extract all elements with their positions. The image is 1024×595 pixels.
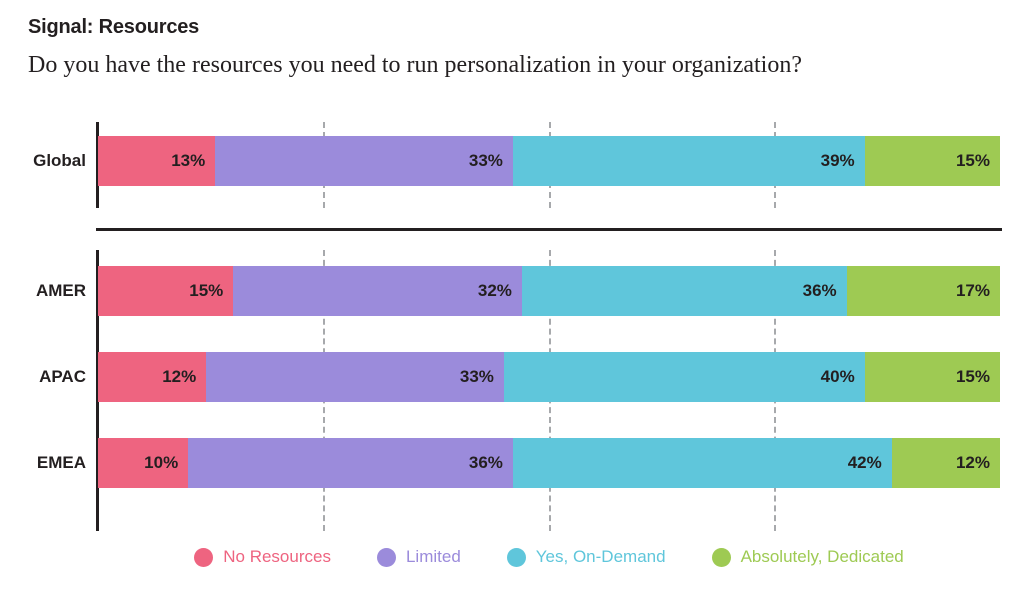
segment-value-label: 39% [820, 151, 855, 170]
bar-segment[interactable]: 39% [512, 136, 865, 186]
bar-row: AMER 15% 32% 36% 17% [0, 266, 1024, 316]
row-label-global: Global [33, 151, 86, 170]
bar-row: EMEA 10% 36% 42% 12% [0, 438, 1024, 488]
bar-segment[interactable]: 15% [864, 136, 1000, 186]
page-title: Signal: Resources [28, 16, 200, 38]
bar-row: APAC 12% 33% 40% 15% [0, 352, 1024, 402]
segment-value-label: 42% [847, 453, 882, 472]
legend-label: Limited [405, 547, 461, 566]
bar-segment[interactable]: 36% [521, 266, 847, 316]
segment-value-label: 10% [144, 453, 179, 472]
bar-segment[interactable]: 33% [215, 136, 513, 186]
bar-segment[interactable]: 13% [98, 136, 216, 186]
bar-segment[interactable]: 15% [864, 352, 1000, 402]
bar-segment[interactable]: 42% [512, 438, 892, 488]
legend-dot-icon [194, 547, 214, 567]
row-label-apac: APAC [39, 367, 86, 386]
legend-label: Yes, On-Demand [535, 547, 666, 566]
bar-segment[interactable]: 40% [503, 352, 865, 402]
bar-track: 13% 33% 39% 15% [98, 136, 1000, 186]
row-label-emea: EMEA [36, 453, 86, 472]
legend-item[interactable]: Limited [376, 547, 461, 567]
chart-legend: No Resources Limited Yes, On-Demand Absolut… [98, 540, 1000, 574]
segment-value-label: 12% [162, 367, 197, 386]
bar-track: 12% 33% 40% 15% [98, 352, 1000, 402]
global-panel: Global 13% 33% 39% 15% [0, 110, 1024, 220]
axis-spine [96, 250, 99, 531]
segment-value-label: 36% [802, 281, 837, 300]
bar-row: Global 13% 33% 39% 15% [0, 136, 1024, 186]
legend-label: No Resources [223, 547, 331, 566]
chart-subtitle: Do you have the resources you need to ru… [28, 52, 802, 78]
bar-track: 10% 36% 42% 12% [98, 438, 1000, 488]
segment-value-label: 13% [171, 151, 206, 170]
segment-value-label: 12% [955, 453, 990, 472]
legend-label: Absolutely, Dedicated [740, 547, 904, 566]
axis-spine [96, 122, 99, 208]
segment-value-label: 15% [955, 367, 990, 386]
panel-separator [96, 228, 1002, 231]
legend-item[interactable]: Absolutely, Dedicated [711, 547, 904, 567]
segment-value-label: 15% [955, 151, 990, 170]
segment-value-label: 33% [459, 367, 494, 386]
bar-segment[interactable]: 32% [233, 266, 522, 316]
legend-dot-icon [506, 547, 526, 567]
regions-panel: AMER 15% 32% 36% 17% APAC 12% 33% 40% 15% EMEA 10% 3… [0, 240, 1024, 535]
bar-segment[interactable]: 33% [206, 352, 504, 402]
segment-value-label: 36% [468, 453, 503, 472]
bar-track: 15% 32% 36% 17% [98, 266, 1000, 316]
bar-segment[interactable]: 12% [891, 438, 1000, 488]
bar-segment[interactable]: 12% [98, 352, 207, 402]
bar-segment[interactable]: 17% [846, 266, 1000, 316]
bar-segment[interactable]: 15% [98, 266, 234, 316]
bar-segment[interactable]: 36% [188, 438, 513, 488]
segment-value-label: 40% [820, 367, 855, 386]
segment-value-label: 17% [955, 281, 990, 300]
legend-dot-icon [711, 547, 731, 567]
legend-item[interactable]: No Resources [194, 547, 331, 567]
segment-value-label: 32% [477, 281, 512, 300]
legend-item[interactable]: Yes, On-Demand [506, 547, 666, 567]
segment-value-label: 15% [189, 281, 224, 300]
legend-dot-icon [376, 547, 396, 567]
bar-segment[interactable]: 10% [98, 438, 189, 488]
row-label-amer: AMER [35, 281, 86, 300]
segment-value-label: 33% [468, 151, 503, 170]
